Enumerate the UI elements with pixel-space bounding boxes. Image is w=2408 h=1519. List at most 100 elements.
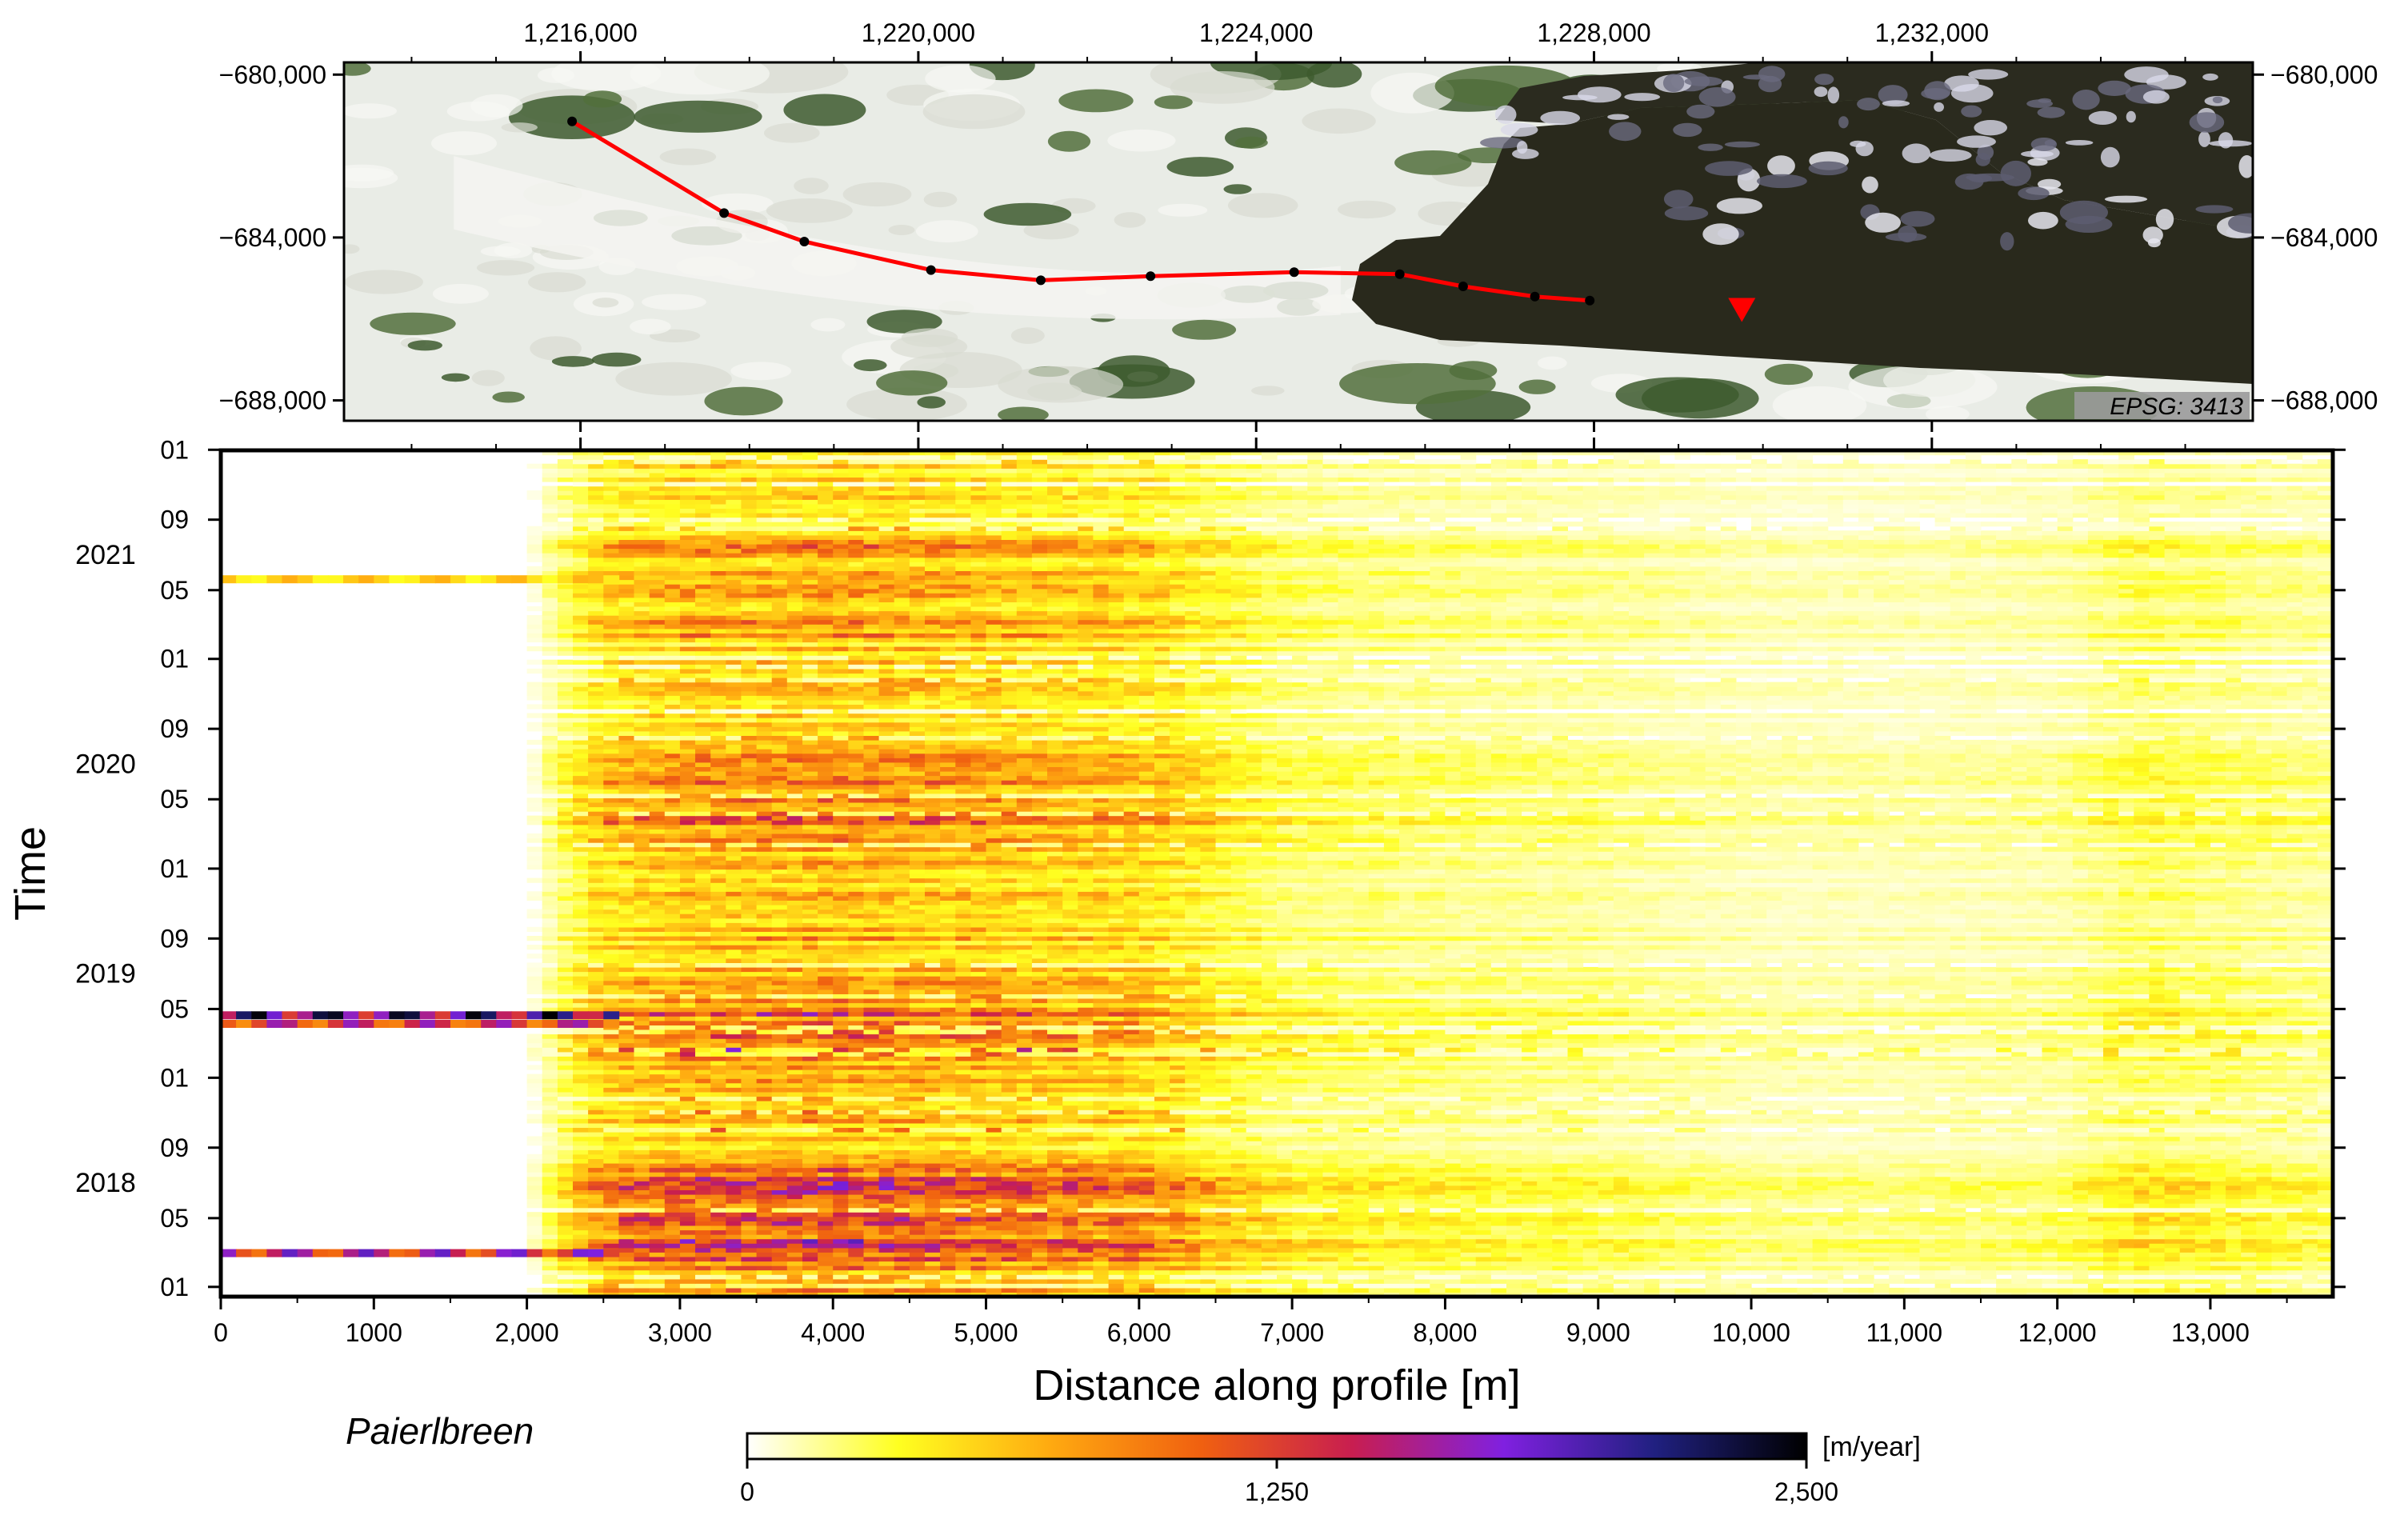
heatmap-cell: [848, 1278, 864, 1284]
heatmap-cell: [1674, 1229, 1691, 1235]
heatmap-cell: [1981, 1216, 1997, 1221]
heatmap-cell: [1567, 1127, 1584, 1133]
heatmap-cell: [1230, 1189, 1247, 1195]
heatmap-cell: [2072, 1265, 2089, 1271]
heatmap-cell: [2134, 1269, 2150, 1275]
heatmap-cell: [2072, 1247, 2089, 1253]
heatmap-cell: [588, 1234, 604, 1240]
heatmap-cell: [2042, 1221, 2058, 1226]
heatmap-cell: [1307, 1122, 1323, 1128]
heatmap-cell: [1170, 1158, 1186, 1164]
heatmap-cell: [1200, 1261, 1216, 1266]
heatmap-cell: [1338, 1243, 1354, 1249]
heatmap-cell: [1874, 1176, 1890, 1181]
heatmap-cell: [1552, 1261, 1568, 1266]
heatmap-cell: [1460, 1287, 1477, 1293]
heatmap-cell: [1904, 1127, 1920, 1133]
heatmap-cell: [1919, 1234, 1936, 1240]
heatmap-cell: [2042, 1198, 2058, 1204]
terrain-patch: [766, 198, 853, 223]
mountain-patch: [1624, 93, 1661, 102]
heatmap-cell: [1277, 1252, 1293, 1257]
heatmap-cell: [695, 1145, 711, 1150]
heatmap-cell: [634, 1269, 650, 1275]
heatmap-cell: [1934, 1256, 1951, 1262]
heatmap-cell: [1246, 1256, 1262, 1262]
heatmap-cell: [756, 1292, 773, 1297]
heatmap-cell: [634, 1198, 650, 1204]
heatmap-cell: [2026, 1167, 2043, 1173]
heatmap-cell: [1246, 1149, 1262, 1155]
heatmap-cell: [1598, 1181, 1614, 1186]
heatmap-cell: [1919, 1149, 1936, 1155]
heatmap-cell: [1154, 1141, 1170, 1146]
heatmap-cell: [542, 1145, 558, 1150]
heatmap-cell: [1506, 1185, 1522, 1190]
heatmap-cell: [2286, 1149, 2303, 1155]
heatmap-cell: [2134, 1203, 2150, 1209]
heatmap-cell: [1644, 1153, 1660, 1159]
heatmap-cell: [2026, 1256, 2043, 1262]
heatmap-cell: [1567, 1176, 1584, 1181]
heatmap-cell: [2087, 1141, 2104, 1146]
heatmap-cell: [1368, 1252, 1385, 1257]
heatmap-cell: [818, 1189, 834, 1195]
heatmap-cell: [894, 1274, 910, 1280]
heatmap-cell: [542, 1221, 558, 1226]
heatmap-cell: [1582, 1243, 1599, 1249]
heatmap-cell: [1001, 1225, 1018, 1231]
heatmap-cell: [1889, 1229, 1905, 1235]
heatmap-cell: [2194, 1225, 2211, 1231]
heatmap-cell: [588, 1189, 604, 1195]
heatmap-cell: [634, 1261, 650, 1266]
heatmap-cell: [1904, 1158, 1920, 1164]
heatmap-cell: [526, 1238, 543, 1244]
heatmap-cell: [679, 1172, 696, 1177]
mountain-patch: [1500, 122, 1538, 137]
heatmap-cell: [1506, 1172, 1522, 1177]
heatmap-cell: [710, 1252, 726, 1257]
heatmap-cell: [1383, 1141, 1400, 1146]
heatmap-cell: [802, 1127, 818, 1133]
terrain-patch: [922, 94, 1026, 130]
heatmap-cell: [1567, 1212, 1584, 1217]
heatmap-cell: [1812, 1145, 1829, 1150]
heatmap-cell: [1567, 1229, 1584, 1235]
heatmap-cell: [1613, 1149, 1630, 1155]
heatmap-cell: [2042, 1256, 2058, 1262]
heatmap-cell: [1751, 1167, 1767, 1173]
heatmap-cell: [1475, 1145, 1492, 1150]
heatmap-cell: [1353, 1225, 1370, 1231]
terrain-patch: [1926, 406, 1970, 421]
heatmap-cell: [1399, 1256, 1415, 1262]
heatmap-cell: [1277, 1136, 1293, 1141]
heatmap-cell: [1047, 1252, 1063, 1257]
heatmap-cell: [1674, 1132, 1691, 1137]
heatmap-cell: [1965, 1162, 1982, 1169]
heatmap-cell: [955, 1269, 971, 1275]
heatmap-cell: [1154, 1176, 1170, 1181]
heatmap-cell: [1108, 1136, 1125, 1141]
heatmap-cell: [1338, 1256, 1354, 1262]
heatmap-cell: [1705, 1136, 1722, 1141]
heatmap-cell: [1445, 1252, 1462, 1257]
heatmap-cell: [1598, 1243, 1614, 1249]
heatmap-cell: [1200, 1207, 1216, 1213]
heatmap-cell: [2302, 1132, 2318, 1137]
heatmap-cell: [878, 1136, 895, 1141]
heatmap-cell: [786, 1132, 803, 1137]
heatmap-cell: [1613, 1122, 1630, 1128]
heatmap-cell: [1460, 1221, 1477, 1226]
heatmap-cell: [1154, 1189, 1170, 1195]
heatmap-cell: [1690, 1181, 1706, 1186]
heatmap-cell: [588, 1238, 604, 1244]
heatmap-cell: [1338, 1136, 1354, 1141]
heatmap-cell: [1261, 1136, 1278, 1141]
heatmap-cell: [1812, 1158, 1829, 1164]
heatmap-cell: [1812, 1216, 1829, 1221]
heatmap-cell: [1292, 1176, 1308, 1181]
heatmap-cell: [1629, 1132, 1645, 1137]
heatmap-cell: [1093, 1176, 1110, 1181]
heatmap-cell: [1965, 1181, 1982, 1186]
heatmap-cell: [2011, 1261, 2027, 1266]
